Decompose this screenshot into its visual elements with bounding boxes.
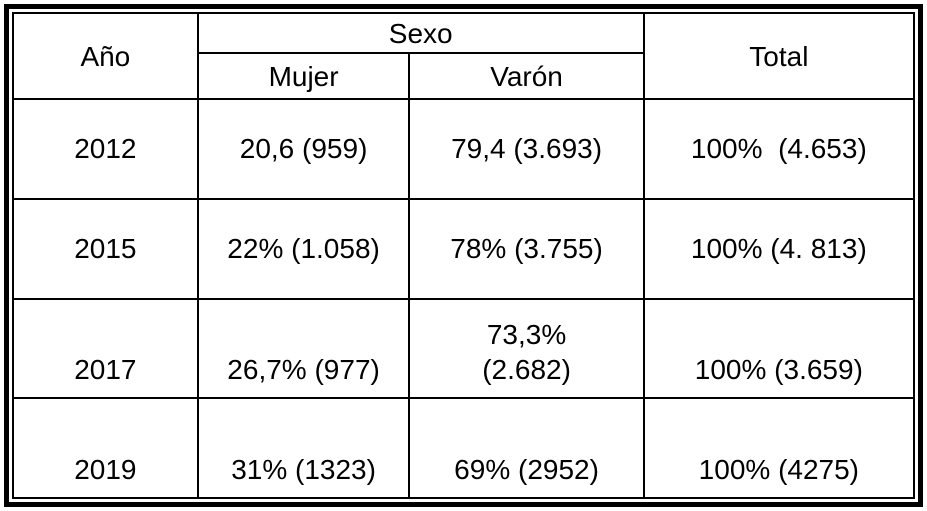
header-male: Varón — [408, 52, 645, 100]
cell-2019-varon: 69% (2952) — [408, 397, 645, 499]
cell-2012-mujer: 20,6 (959) — [196, 98, 411, 200]
header-year: Año — [12, 12, 199, 100]
table-outer-frame: Año Sexo Total Mujer Varón 2012 20,6 (95… — [4, 4, 923, 507]
cell-2019-total: 100% (4275) — [642, 397, 916, 499]
cell-2019-year: 2019 — [12, 397, 199, 499]
header-sex-group: Sexo — [196, 12, 645, 54]
cell-2012-year: 2012 — [12, 98, 199, 200]
cell-2015-mujer: 22% (1.058) — [196, 197, 411, 300]
cell-2017-total: 100% (3.659) — [642, 297, 916, 400]
cell-2017-varon: 73,3% (2.682) — [408, 297, 645, 400]
cell-2012-varon: 79,4 (3.693) — [408, 98, 645, 200]
cell-2012-total: 100% (4.653) — [642, 98, 916, 200]
cell-2019-mujer: 31% (1323) — [196, 397, 411, 499]
cell-2017-year: 2017 — [12, 297, 199, 400]
table-row-2017: 2017 26,7% (977) 73,3% (2.682) 100% (3.6… — [12, 297, 916, 400]
sex-by-year-table: Año Sexo Total Mujer Varón 2012 20,6 (95… — [12, 12, 916, 499]
table-row-2012: 2012 20,6 (959) 79,4 (3.693) 100% (4.653… — [12, 98, 916, 200]
table-row-2019: 2019 31% (1323) 69% (2952) 100% (4275) — [12, 397, 916, 499]
cell-2015-total: 100% (4. 813) — [642, 197, 916, 300]
header-total: Total — [642, 12, 916, 100]
table-row-2015: 2015 22% (1.058) 78% (3.755) 100% (4. 81… — [12, 197, 916, 300]
cell-2015-varon: 78% (3.755) — [408, 197, 645, 300]
header-female: Mujer — [196, 52, 411, 100]
cell-2015-year: 2015 — [12, 197, 199, 300]
cell-2017-mujer: 26,7% (977) — [196, 297, 411, 400]
